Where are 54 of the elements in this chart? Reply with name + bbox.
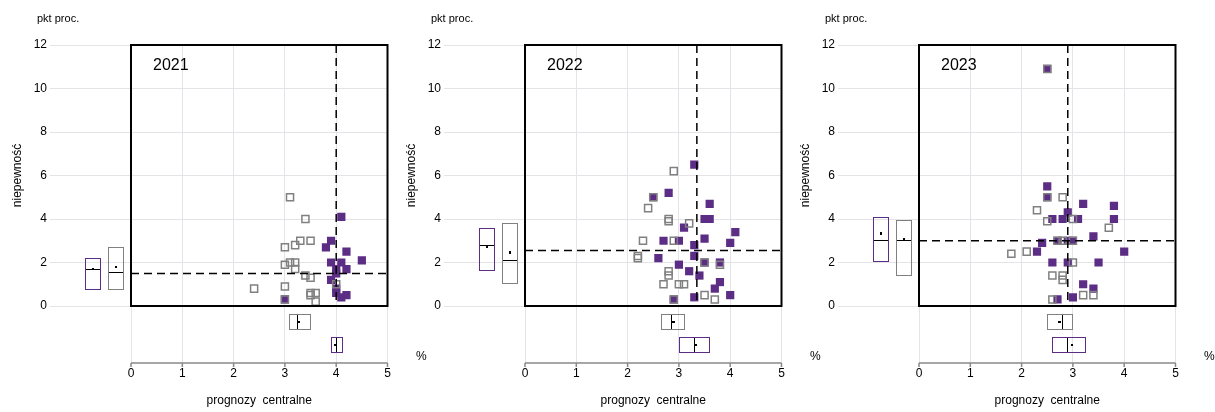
y-tick-label: 4 bbox=[434, 211, 442, 226]
x-axis-title: prognozy centralne bbox=[206, 393, 313, 408]
x-tick-label: 5 bbox=[384, 365, 392, 380]
x-axis-title: prognozy centralne bbox=[600, 393, 707, 408]
y-tick-label: 4 bbox=[40, 211, 48, 226]
y-tick-label: 0 bbox=[40, 298, 48, 313]
x-tick-label: 1 bbox=[572, 365, 580, 380]
y-axis-title: niepewność bbox=[9, 143, 24, 208]
y-tick-label: 12 bbox=[427, 37, 442, 52]
x-tick-label: 3 bbox=[1069, 365, 1077, 380]
y-tick-label: 10 bbox=[821, 80, 836, 95]
x-tick-label: 3 bbox=[675, 365, 683, 380]
y-tick-label: 0 bbox=[828, 298, 836, 313]
x-tick-label: 1 bbox=[966, 365, 974, 380]
x-tick-label: 4 bbox=[1120, 365, 1128, 380]
y-tick-label: 12 bbox=[821, 37, 836, 52]
y-tick-label: 2 bbox=[828, 254, 836, 269]
text: pkt proc. bbox=[825, 12, 868, 25]
y-tick-label: 6 bbox=[828, 167, 836, 182]
x-axis-title: prognozy centralne bbox=[994, 393, 1101, 408]
x-tick-label: 4 bbox=[726, 365, 734, 380]
x-tick-label: 0 bbox=[127, 365, 135, 380]
y-tick-label: 0 bbox=[434, 298, 442, 313]
x-tick-label: 4 bbox=[332, 365, 340, 380]
text: 2022 bbox=[547, 56, 583, 74]
y-axis-title: niepewność bbox=[797, 143, 812, 208]
x-tick-label: 0 bbox=[521, 365, 529, 380]
y-tick-label: 6 bbox=[434, 167, 442, 182]
x-tick-label: 2 bbox=[230, 365, 238, 380]
y-tick-label: 2 bbox=[40, 254, 48, 269]
text: % bbox=[1204, 349, 1215, 363]
x-tick-label: 0 bbox=[915, 365, 923, 380]
text: 2023 bbox=[941, 56, 977, 74]
y-tick-label: 8 bbox=[40, 124, 48, 139]
y-tick-label: 2 bbox=[434, 254, 442, 269]
x-tick-label: 5 bbox=[1172, 365, 1180, 380]
x-tick-label: 2 bbox=[1018, 365, 1026, 380]
text: % bbox=[416, 349, 427, 363]
y-tick-label: 8 bbox=[434, 124, 442, 139]
text: 2021 bbox=[153, 56, 189, 74]
text: pkt proc. bbox=[37, 12, 80, 25]
x-tick-label: 1 bbox=[178, 365, 186, 380]
x-tick-label: 3 bbox=[281, 365, 289, 380]
x-tick-label: 2 bbox=[624, 365, 632, 380]
text: pkt proc. bbox=[431, 12, 474, 25]
y-tick-label: 12 bbox=[33, 37, 48, 52]
text: % bbox=[810, 349, 821, 363]
y-tick-label: 6 bbox=[40, 167, 48, 182]
y-tick-label: 4 bbox=[828, 211, 836, 226]
y-tick-label: 8 bbox=[828, 124, 836, 139]
y-axis-title: niepewność bbox=[403, 143, 418, 208]
y-tick-label: 10 bbox=[33, 80, 48, 95]
x-tick-label: 5 bbox=[778, 365, 786, 380]
y-tick-label: 10 bbox=[427, 80, 442, 95]
